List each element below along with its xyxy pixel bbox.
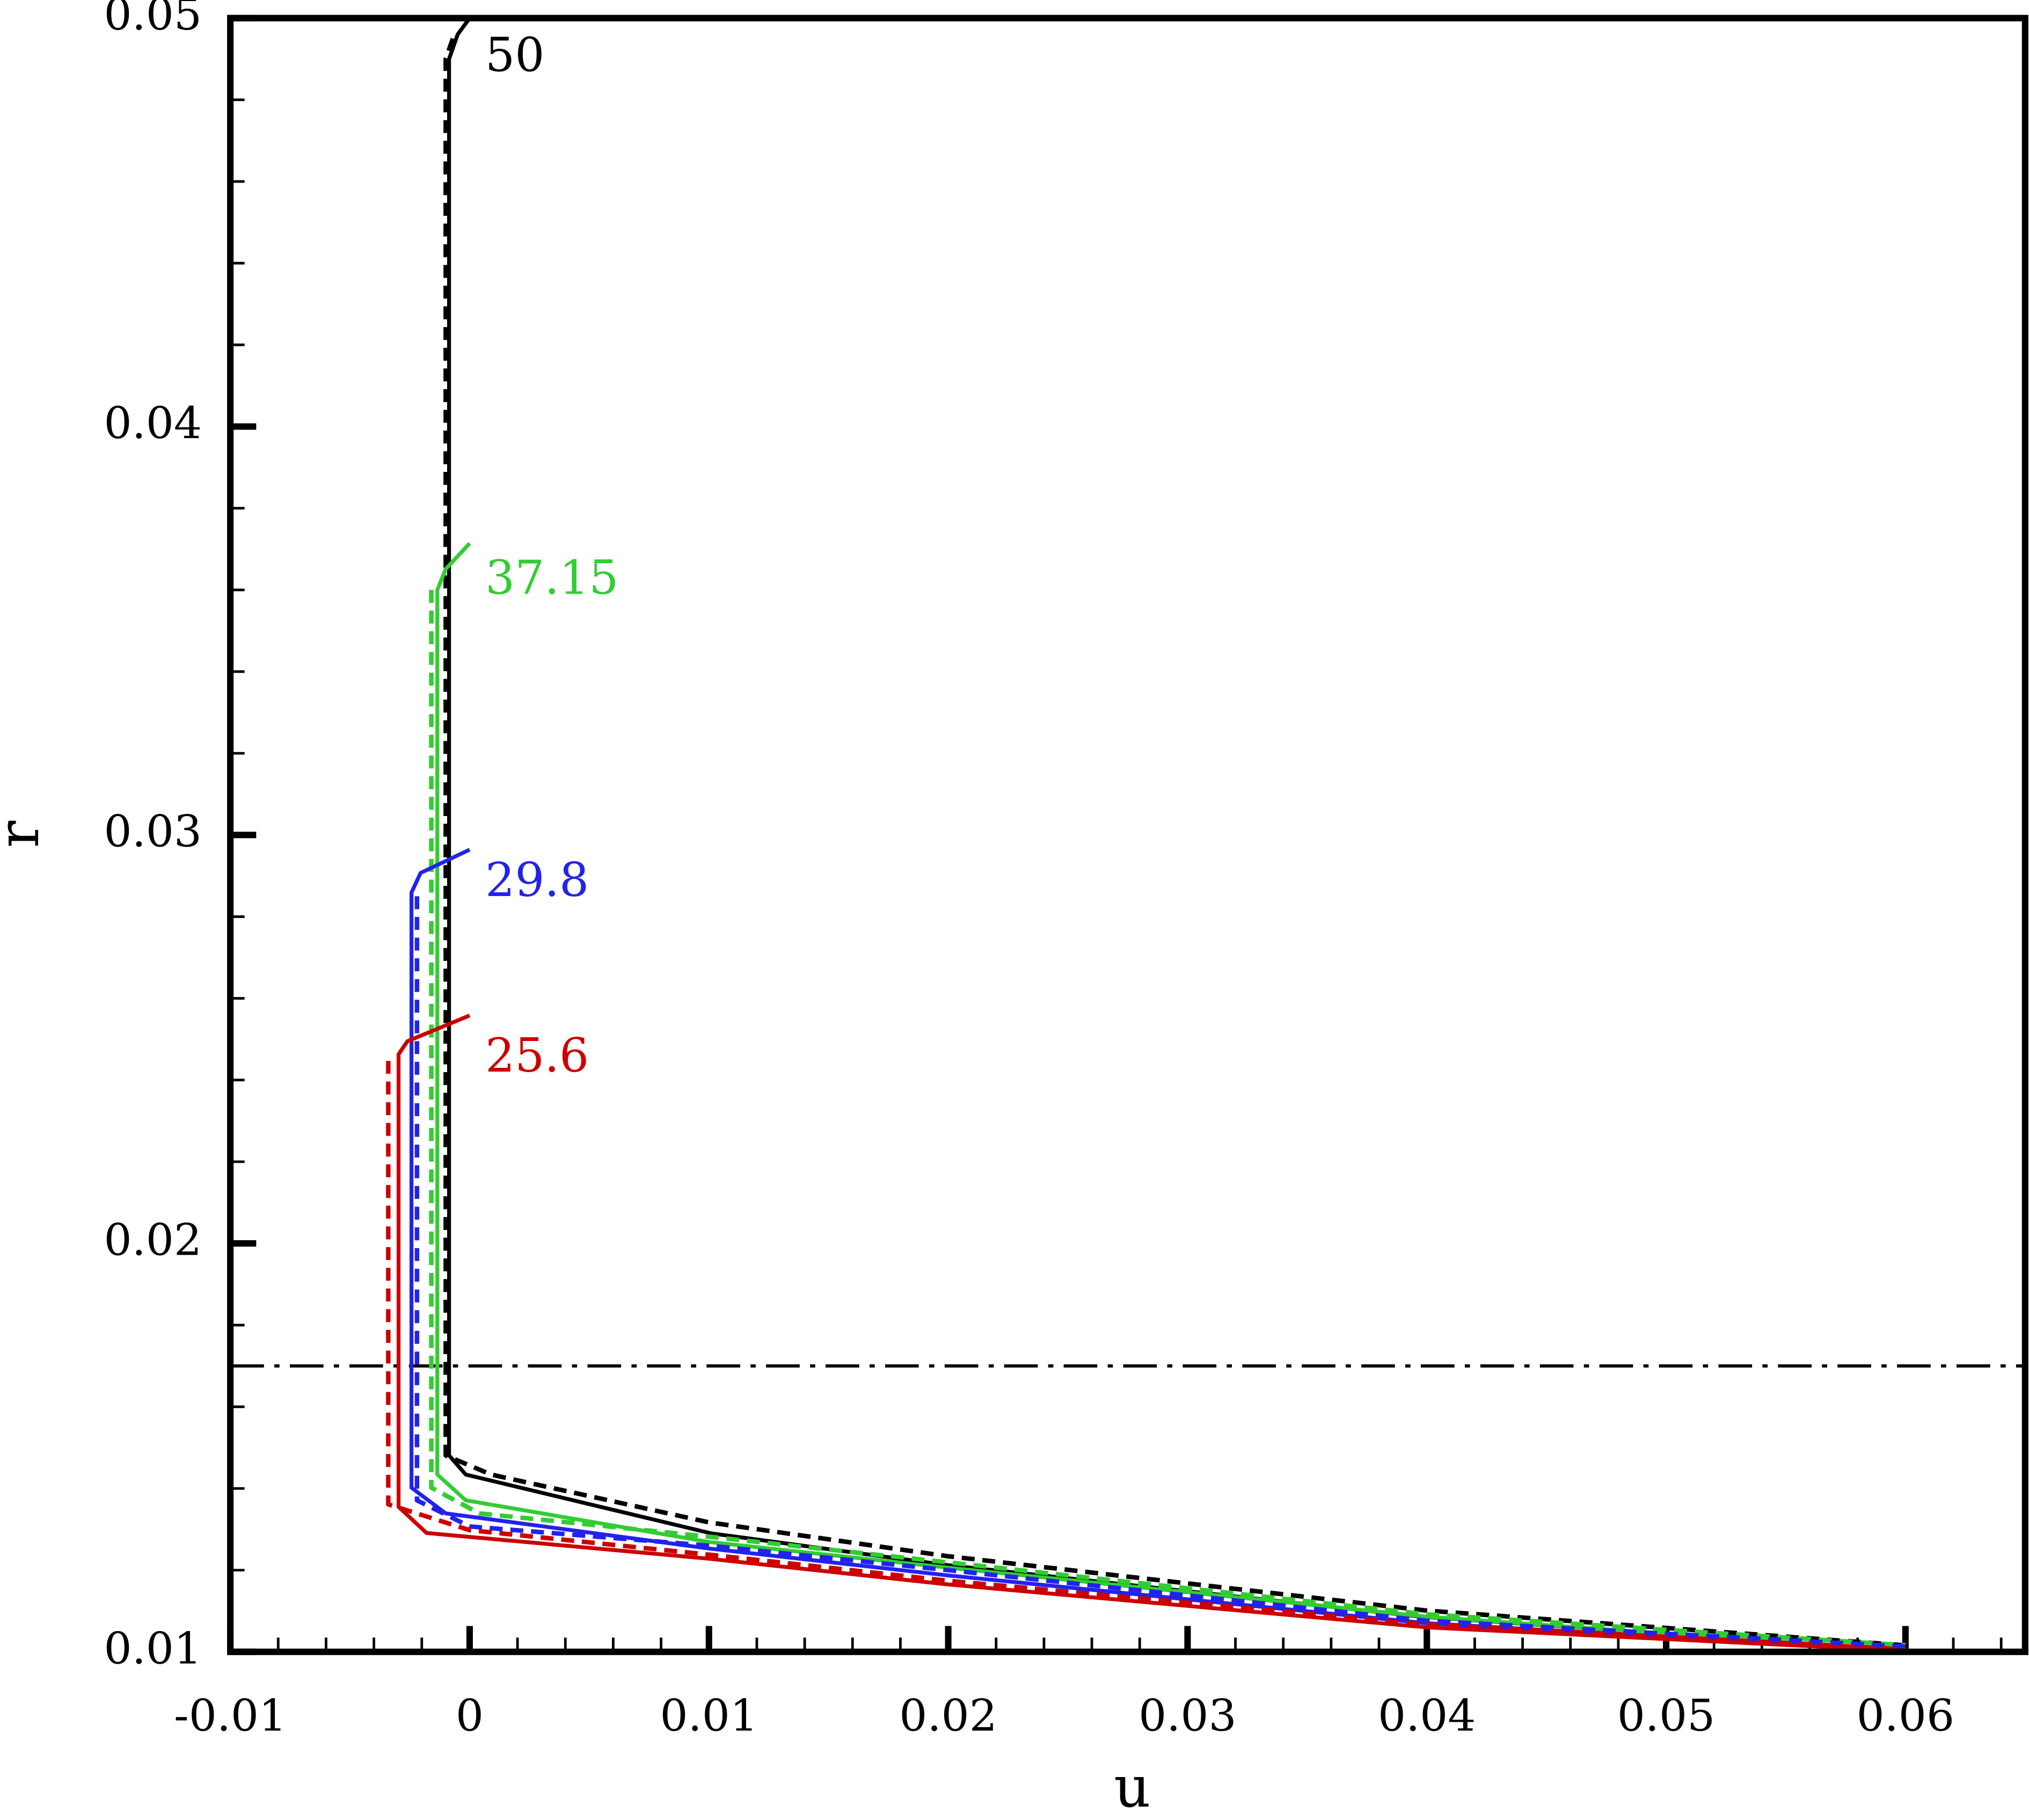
series-line (386, 1060, 1906, 1652)
y-axis-label: r (0, 820, 52, 848)
x-tick-label: -0.01 (174, 1691, 287, 1742)
x-tick-label: 0.03 (1138, 1691, 1237, 1742)
series-line (429, 589, 1906, 1648)
x-tick-label: 0.02 (899, 1691, 997, 1742)
series-line (414, 896, 1906, 1649)
y-tick-label: 0.02 (104, 1215, 202, 1266)
series-line (396, 1014, 1928, 1654)
x-tick-label: 0.05 (1617, 1691, 1716, 1742)
x-axis-label: u (1114, 1755, 1150, 1820)
curve-annotation: 29.8 (485, 853, 589, 907)
series-line (409, 848, 1928, 1654)
x-tick-label: 0.01 (660, 1691, 758, 1742)
y-tick-label: 0.04 (104, 398, 202, 449)
y-tick-label: 0.01 (104, 1623, 202, 1674)
x-tick-label: 0.04 (1378, 1691, 1476, 1742)
curve-annotation: 25.6 (485, 1029, 589, 1083)
curve-annotation: 37.15 (485, 551, 618, 605)
x-tick-label: 0.06 (1857, 1691, 1955, 1742)
y-tick-label: 0.05 (104, 0, 202, 40)
y-tick-label: 0.03 (104, 806, 202, 857)
x-tick-label: 0 (456, 1691, 484, 1742)
series-line (435, 542, 1928, 1654)
series-line (447, 17, 1928, 1654)
curve-annotation: 50 (485, 28, 544, 82)
series-line (443, 38, 1906, 1648)
plot-frame (227, 14, 2028, 1655)
